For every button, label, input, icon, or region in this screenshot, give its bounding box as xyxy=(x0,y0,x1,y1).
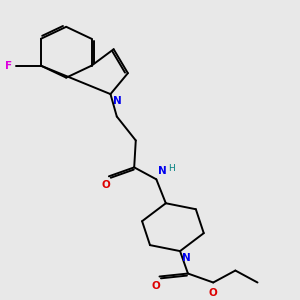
Text: N: N xyxy=(158,166,167,176)
Text: O: O xyxy=(152,281,161,291)
Text: F: F xyxy=(5,61,13,71)
Text: H: H xyxy=(168,164,175,173)
Text: O: O xyxy=(101,180,110,190)
Text: N: N xyxy=(182,253,190,262)
Text: N: N xyxy=(113,96,122,106)
Text: O: O xyxy=(209,288,218,298)
